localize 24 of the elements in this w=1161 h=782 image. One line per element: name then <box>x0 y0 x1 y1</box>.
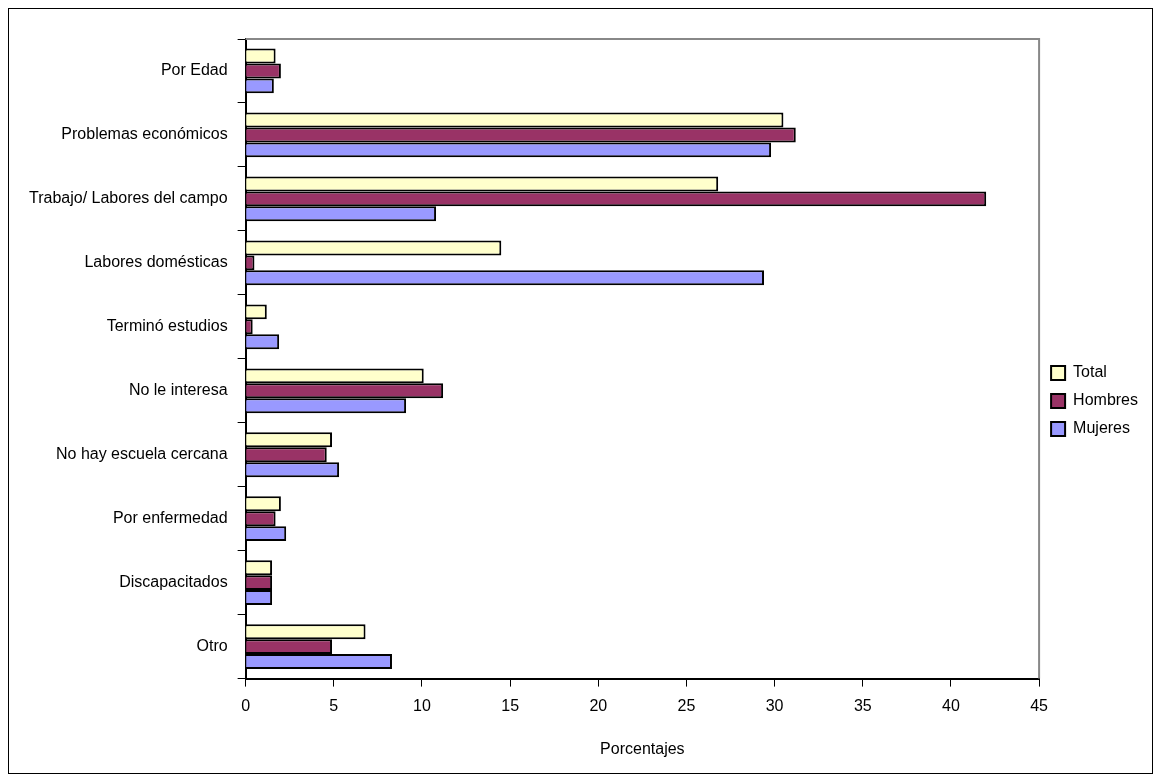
x-tick-label: 30 <box>765 696 784 714</box>
y-tick-label: Por Edad <box>160 61 228 79</box>
x-tick-label: 40 <box>942 696 960 714</box>
y-tick-label: No hay escuela cercana <box>55 445 228 463</box>
x-tick-label: 15 <box>501 696 520 714</box>
y-tick-label: Trabajo/ Labores del campo <box>28 189 228 207</box>
x-tick-label: 45 <box>1030 696 1049 714</box>
y-tick-label: Problemas económicos <box>61 125 228 143</box>
y-tick-label: Otro <box>196 637 228 655</box>
y-tick-label: Labores domésticas <box>84 253 228 271</box>
x-tick-label: 20 <box>589 696 608 714</box>
legend-label: Mujeres <box>1073 419 1130 437</box>
y-tick-label: Por enfermedad <box>112 509 228 527</box>
x-tick-label: 0 <box>241 696 251 714</box>
legend-label: Hombres <box>1073 391 1138 409</box>
x-tick-label: 25 <box>677 696 696 714</box>
x-tick-label: 5 <box>329 696 339 714</box>
x-tick-label: 10 <box>413 696 431 714</box>
y-tick-label: Terminó estudios <box>106 317 228 335</box>
x-axis-title: Porcentajes <box>600 739 685 757</box>
legend-label: Total <box>1073 363 1107 381</box>
y-tick-label: No le interesa <box>128 381 228 399</box>
x-tick-label: 35 <box>853 696 872 714</box>
y-tick-label: Discapacitados <box>119 573 228 591</box>
